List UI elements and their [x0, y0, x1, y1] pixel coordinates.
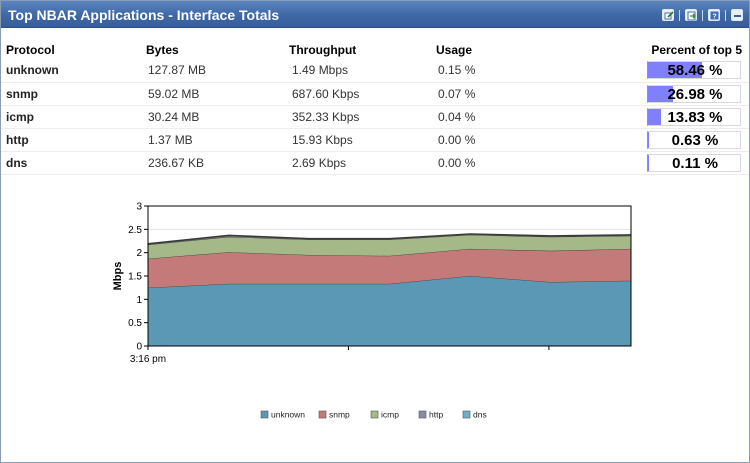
percent-bar-fill	[648, 85, 673, 102]
usage-cell: 0.00 %	[436, 151, 647, 175]
column-header-throughput[interactable]: Throughput	[289, 42, 357, 57]
area-edge-icmp	[147, 234, 632, 246]
legend-swatch-dns	[462, 410, 471, 419]
percent-cell: 13.83 %	[647, 105, 749, 129]
edit-icon[interactable]	[662, 9, 674, 21]
y-tick-label: 0.5	[128, 318, 142, 329]
area-icmp	[148, 234, 631, 259]
usage-cell: 0.04 %	[436, 105, 647, 129]
protocol-cell: icmp	[1, 105, 146, 129]
percent-bar: 13.83 %	[647, 107, 741, 126]
column-header-protocol[interactable]: Protocol	[6, 42, 55, 57]
panel-titlebar: Top NBAR Applications - Interface Totals…	[1, 1, 749, 28]
legend-label-icmp: icmp	[381, 410, 399, 420]
chart-legend: unknown snmp icmp http dns	[260, 410, 487, 420]
svg-text:?: ?	[712, 14, 716, 21]
legend-label-snmp: snmp	[329, 410, 350, 420]
toolbar-divider	[679, 9, 680, 21]
column-header-percent[interactable]: Percent of top 5	[651, 42, 742, 57]
table-row[interactable]: icmp 30.24 MB 352.33 Kbps 0.04 % 13.83 %	[1, 105, 749, 129]
percent-bar-fill	[648, 62, 702, 79]
bytes-cell: 236.67 KB	[146, 151, 289, 175]
usage-cell: 0.00 %	[436, 128, 647, 152]
percent-label: 58.46 %	[667, 62, 723, 80]
column-header-bytes[interactable]: Bytes	[146, 42, 179, 57]
legend-label-dns: dns	[473, 410, 487, 420]
bytes-cell: 127.87 MB	[146, 59, 289, 83]
legend-swatch-http	[418, 410, 427, 419]
panel-toolbar: ?	[662, 8, 743, 22]
panel-title: Top NBAR Applications - Interface Totals	[8, 7, 280, 23]
usage-cell: 0.07 %	[436, 82, 647, 106]
throughput-cell: 2.69 Kbps	[289, 151, 436, 175]
area-edge-dns	[147, 233, 632, 245]
y-tick-label: 2.5	[128, 225, 142, 236]
throughput-cell: 1.49 Mbps	[289, 59, 436, 83]
protocol-cell: unknown	[1, 59, 146, 83]
percent-cell: 0.63 %	[647, 128, 749, 152]
table-header-row: Protocol Bytes Throughput Usage Percent …	[1, 40, 749, 59]
percent-cell: 58.46 %	[647, 59, 749, 83]
percent-bar-fill	[648, 108, 661, 125]
y-tick-label: 0	[136, 342, 142, 353]
y-tick-label: 2	[136, 248, 142, 259]
x-tick-label: 3:16 pm	[130, 354, 166, 365]
percent-label: 13.83 %	[667, 108, 723, 126]
throughput-cell: 352.33 Kbps	[289, 105, 436, 129]
bytes-cell: 30.24 MB	[146, 105, 289, 129]
protocol-cell: http	[1, 128, 146, 152]
help-icon[interactable]: ?	[708, 9, 720, 21]
plot-frame	[147, 205, 632, 347]
protocol-cell: snmp	[1, 82, 146, 106]
percent-cell: 0.11 %	[647, 151, 749, 175]
throughput-area-chart: 0 0.5 1 1.5 2 2.5 3 3:16 pm Mbps unknown snmp icmp h…	[112, 202, 632, 420]
toolbar-divider	[702, 9, 703, 21]
table-row[interactable]: unknown 127.87 MB 1.49 Mbps 0.15 % 58.46…	[1, 59, 749, 83]
area-snmp	[148, 248, 631, 288]
area-unknown	[148, 276, 631, 346]
y-tick-label: 3	[136, 202, 142, 213]
percent-bar: 58.46 %	[647, 61, 741, 80]
percent-label: 0.11 %	[672, 154, 718, 172]
legend-label-http: http	[429, 410, 443, 420]
legend-swatch-snmp	[318, 410, 327, 419]
y-tick-label: 1.5	[128, 272, 142, 283]
toolbar-divider	[725, 9, 726, 21]
bytes-cell: 59.02 MB	[146, 82, 289, 106]
column-header-usage[interactable]: Usage	[436, 42, 473, 57]
legend-swatch-unknown	[260, 410, 269, 419]
percent-bar: 0.11 %	[647, 153, 741, 172]
y-tick-label: 1	[136, 295, 142, 306]
percent-bar: 26.98 %	[647, 84, 741, 103]
legend-swatch-icmp	[370, 410, 379, 419]
percent-label: 26.98 %	[667, 85, 723, 103]
percent-bar-fill	[648, 131, 649, 148]
protocol-cell: dns	[1, 151, 146, 175]
applications-table: Protocol Bytes Throughput Usage Percent …	[1, 40, 749, 175]
usage-cell: 0.15 %	[436, 59, 647, 83]
y-axis-label: Mbps	[112, 262, 124, 291]
minimize-icon[interactable]	[731, 9, 743, 21]
percent-cell: 26.98 %	[647, 82, 749, 106]
percent-bar: 0.63 %	[647, 130, 741, 149]
throughput-cell: 15.93 Kbps	[289, 128, 436, 152]
table-row[interactable]: http 1.37 MB 15.93 Kbps 0.00 % 0.63 %	[1, 128, 749, 152]
bytes-cell: 1.37 MB	[146, 128, 289, 152]
legend-label-unknown: unknown	[271, 410, 305, 420]
table-row[interactable]: dns 236.67 KB 2.69 Kbps 0.00 % 0.11 %	[1, 151, 749, 175]
export-icon[interactable]	[685, 9, 697, 21]
table-row[interactable]: snmp 59.02 MB 687.60 Kbps 0.07 % 26.98 %	[1, 82, 749, 106]
percent-label: 0.63 %	[671, 131, 719, 149]
throughput-cell: 687.60 Kbps	[289, 82, 436, 106]
